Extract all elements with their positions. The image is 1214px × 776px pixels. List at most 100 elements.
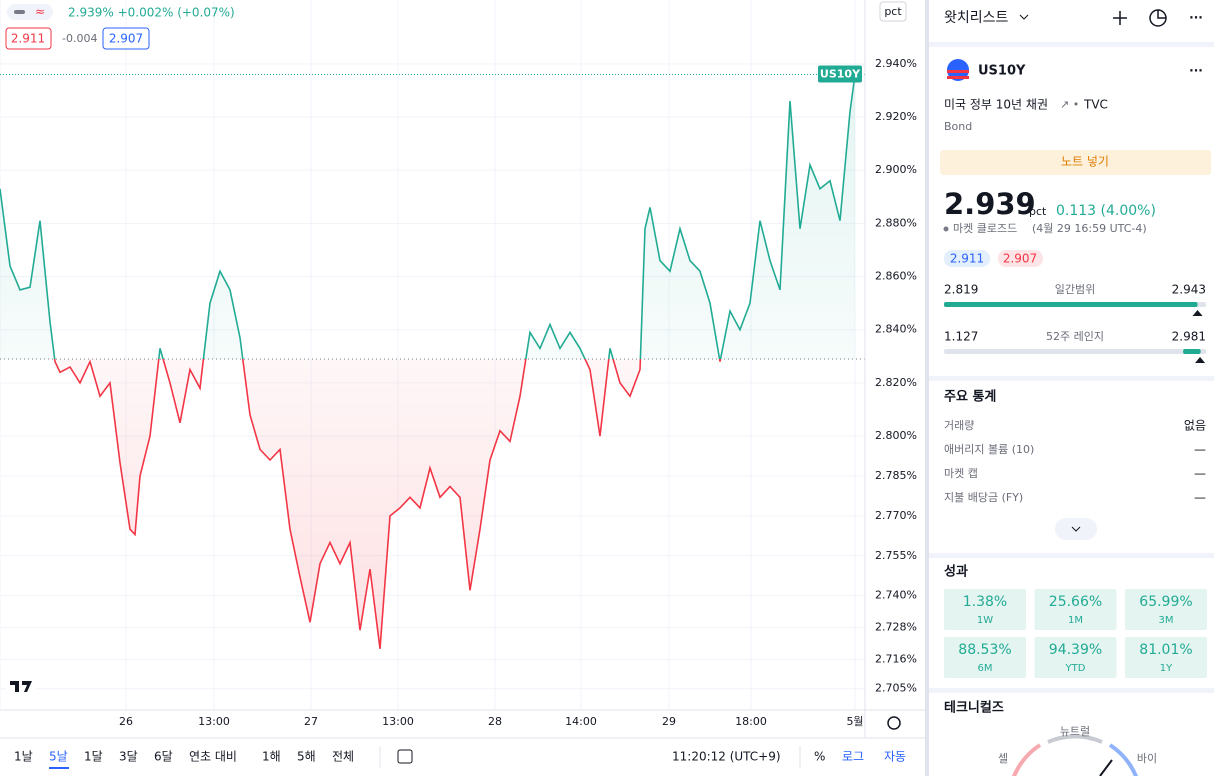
logo [10,681,32,692]
legend-icon: ≈ [35,5,45,19]
range-button[interactable]: 연초 대비 [189,750,237,764]
gauge-needle [1099,759,1113,776]
range-button[interactable]: 1달 [84,750,103,764]
external-link[interactable]: ↗ • [1060,98,1079,111]
range-button[interactable]: 5날 [49,750,68,764]
range-track [944,349,1206,354]
ask: 2.907 [1003,252,1037,266]
more-icon[interactable]: ··· [1189,11,1203,25]
performance-period: 3M [1159,615,1174,626]
x-tick-label: 13:00 [198,715,230,728]
performance-tile [1125,637,1207,678]
scale-unit: pct [884,5,902,18]
note-button[interactable] [940,150,1211,175]
ask-box [102,27,150,50]
performance-period: YTD [1065,663,1086,674]
scale-unit-box[interactable] [879,1,907,22]
stat-value: 없음 [1184,419,1206,433]
bid: 2.911 [11,32,45,46]
logo-bg [6,675,36,699]
spread: -0.004 [62,32,97,45]
range-button[interactable]: 1날 [14,750,33,764]
performance-value: 1.38% [963,594,1007,610]
divider [929,42,1214,47]
year-low: 1.127 [944,330,978,344]
bid-box [5,27,52,50]
x-tick-label: 27 [304,715,318,728]
gauge-buy-label: 바이 [1137,752,1157,765]
gauge-buy [1108,743,1138,776]
y-tick-label: 2.900% [875,163,917,176]
settings-icon[interactable] [887,716,901,730]
y-tick-label: 2.740% [875,589,917,602]
stat-value: — [1194,491,1206,505]
y-tick-label: 2.920% [875,110,917,123]
range-button[interactable]: 5해 [297,750,316,764]
stat-label: 거래량 [944,419,974,432]
clock: 11:20:12 (UTC+9) [672,750,781,764]
divider [929,688,1214,693]
x-tick-label: 28 [488,715,502,728]
year-range-label: 52주 레인지 [1046,330,1104,343]
legend-icon [14,10,25,14]
y-tick-label: 2.840% [875,323,917,336]
performance-value: 81.01% [1139,642,1192,658]
log-toggle[interactable]: 로그 [842,750,864,764]
ask-pill [998,250,1043,267]
day-low: 2.819 [944,283,978,297]
x-tick-label: 29 [662,715,676,728]
y-tick-label: 2.770% [875,509,917,522]
percent-toggle[interactable]: % [814,750,825,764]
performance-period: 1M [1068,615,1083,626]
range-buttons: 1날 5날 1달 3달 6달 연초 대비 1해 5해 전체 [14,750,354,769]
area [0,74,855,649]
status-dot [943,226,949,232]
last-price: 2.939 [944,187,1036,221]
y-tick-label: 2.755% [875,549,917,562]
y-tick-label: 2.716% [875,652,917,665]
more-icon[interactable]: ··· [1189,64,1203,78]
pie-icon [1157,10,1166,19]
year-high: 2.981 [1172,330,1206,344]
performance-value: 65.99% [1139,594,1192,610]
performance-value: 25.66% [1049,594,1102,610]
performance: 1.38% 1W 25.66% 1M 65.99% 3M 88.53% 6M 94.39% YTD… [944,589,1207,678]
range-fill [944,302,1198,307]
range-button[interactable]: 6달 [154,750,173,764]
performance-period: 1Y [1160,663,1173,674]
day-high: 2.943 [1172,283,1206,297]
range-fill [1183,349,1201,354]
watchlist-title[interactable]: 왓치리스트 [944,10,1009,26]
line [0,74,856,649]
gauge-sell-label: 셀 [998,752,1008,765]
y-tick-label: 2.940% [875,57,917,70]
market-status: 마켓 클로즈드 [953,222,1017,235]
expand-button[interactable] [1055,518,1097,540]
note-label: 노트 넣기 [1061,155,1109,169]
divider [929,376,1214,381]
chevron [1071,526,1081,532]
add-icon[interactable] [1113,11,1127,25]
y-tick-label: 2.728% [875,621,917,634]
flag [947,76,969,79]
range-button[interactable]: 1해 [262,750,281,764]
x-tick-label: 18:00 [735,715,767,728]
range-button[interactable]: 전체 [332,750,354,764]
range-button[interactable]: 3달 [119,750,138,764]
performance-value: 88.53% [958,642,1011,658]
bid-pill [944,250,990,267]
performance-tile [1034,637,1117,678]
panel-divider [925,0,929,776]
bid: 2.911 [950,252,984,266]
stats: 거래량 없음애버리지 볼륨 (10) — 마켓 캡 — 지불 배당금 (FY) — [944,419,1206,505]
y-tick-label: 2.785% [875,469,917,482]
chevron[interactable] [1019,14,1029,20]
y-tick-label: 2.705% [875,682,917,695]
auto-toggle[interactable]: 자동 [884,750,906,764]
price-change: 0.113 (4.00%) [1056,203,1156,219]
stat-value: — [1194,467,1206,481]
legend-toggle[interactable] [7,4,53,20]
stat-value: — [1194,443,1206,457]
x-tick-label: 13:00 [382,715,414,728]
date-range-icon[interactable] [397,749,413,764]
